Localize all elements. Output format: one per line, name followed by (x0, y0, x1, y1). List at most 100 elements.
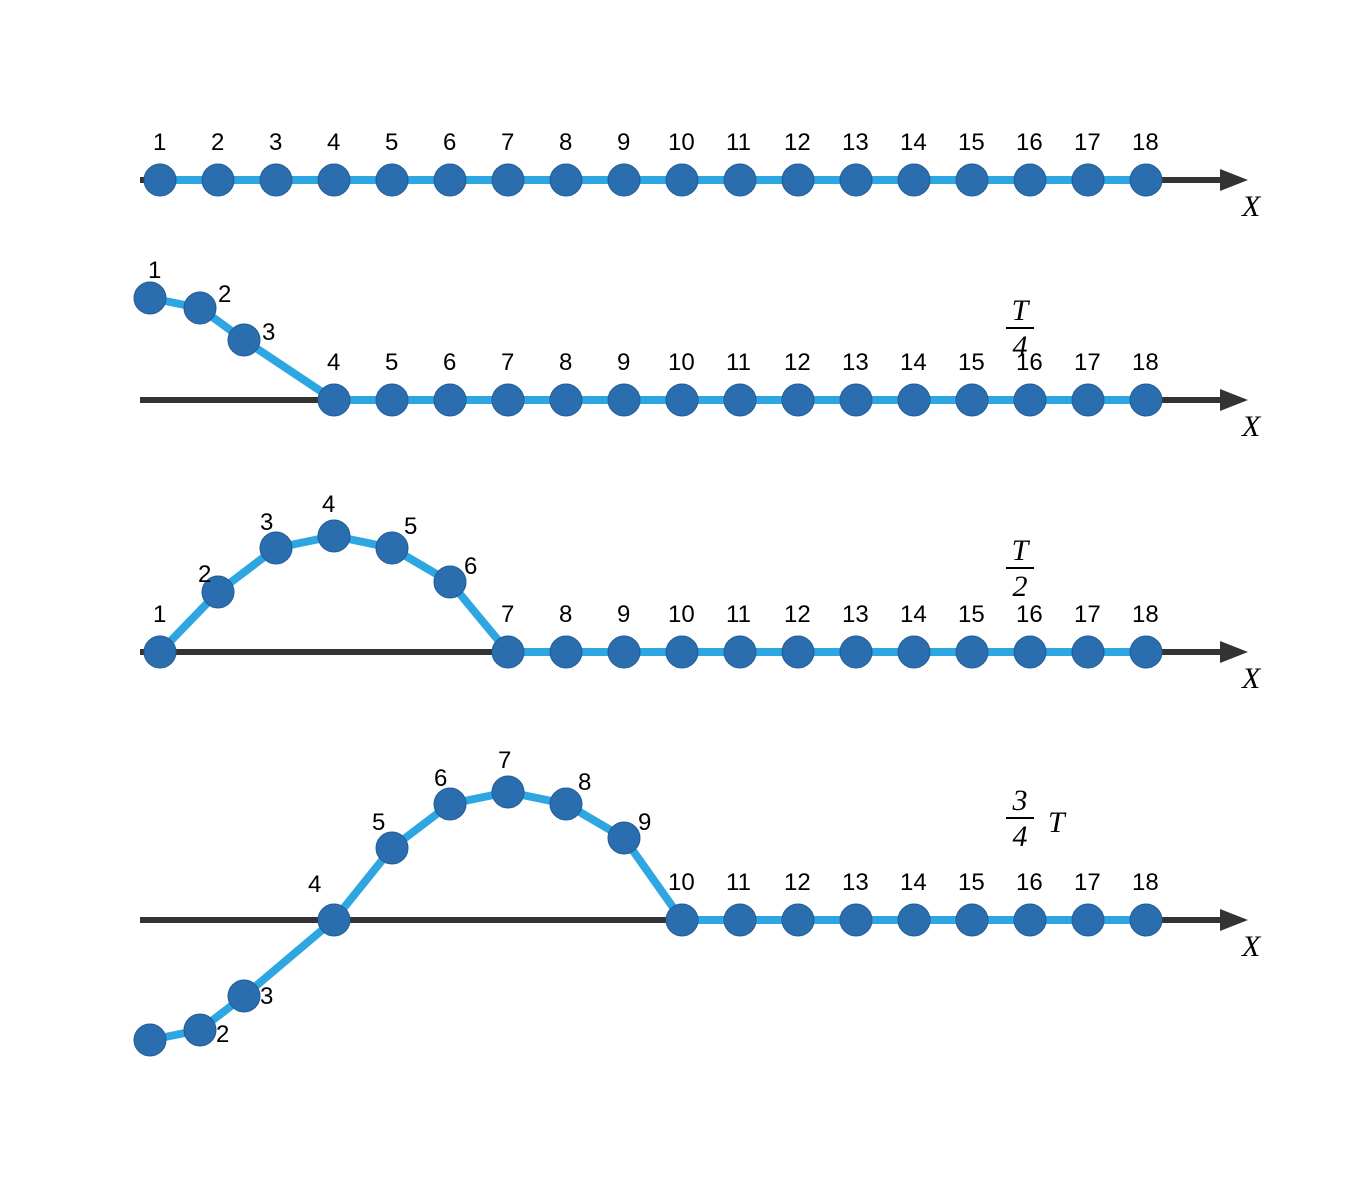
node-label-17: 17 (1074, 869, 1101, 896)
node-label-5: 5 (372, 809, 385, 836)
node-label-4: 4 (327, 349, 340, 376)
node-label-4: 4 (327, 129, 340, 156)
node-15 (956, 164, 988, 196)
node-label-3: 3 (269, 129, 282, 156)
node-9 (608, 384, 640, 416)
node-label-9: 9 (617, 601, 630, 628)
node-16 (1014, 904, 1046, 936)
node-label-17: 17 (1074, 349, 1101, 376)
node-label-13: 13 (842, 349, 869, 376)
node-15 (956, 636, 988, 668)
node-1 (134, 282, 166, 314)
node-label-14: 14 (900, 129, 927, 156)
node-label-9: 9 (638, 809, 651, 836)
node-label-8: 8 (559, 349, 572, 376)
node-16 (1014, 384, 1046, 416)
node-label-14: 14 (900, 349, 927, 376)
node-label-2: 2 (211, 129, 224, 156)
node-17 (1072, 384, 1104, 416)
node-label-12: 12 (784, 129, 811, 156)
axis-arrowhead (1220, 909, 1248, 931)
node-14 (898, 384, 930, 416)
node-3 (260, 164, 292, 196)
node-12 (782, 904, 814, 936)
node-11 (724, 904, 756, 936)
node-13 (840, 904, 872, 936)
axis-label-x: X (1241, 662, 1262, 695)
node-1 (144, 636, 176, 668)
node-label-7: 7 (501, 129, 514, 156)
node-label-11: 11 (726, 129, 751, 156)
node-label-1: 1 (148, 257, 161, 284)
node-label-10: 10 (668, 869, 695, 896)
node-10 (666, 384, 698, 416)
node-label-3: 3 (260, 983, 273, 1010)
node-label-7: 7 (498, 747, 511, 774)
axis-label-x: X (1241, 410, 1262, 443)
node-label-13: 13 (842, 129, 869, 156)
node-3 (228, 324, 260, 356)
node-2 (184, 1014, 216, 1046)
node-label-14: 14 (900, 601, 927, 628)
svg-text:4: 4 (1013, 820, 1028, 853)
node-17 (1072, 904, 1104, 936)
node-2 (202, 164, 234, 196)
node-label-6: 6 (434, 765, 447, 792)
panel-t_quarter: X123456789101112131415161718T4 (134, 257, 1262, 443)
node-14 (898, 904, 930, 936)
node-label-14: 14 (900, 869, 927, 896)
node-16 (1014, 164, 1046, 196)
node-label-10: 10 (668, 601, 695, 628)
node-label-13: 13 (842, 869, 869, 896)
node-label-15: 15 (958, 601, 985, 628)
node-label-10: 10 (668, 349, 695, 376)
node-6 (434, 164, 466, 196)
node-18 (1130, 384, 1162, 416)
time-label: T2 (1006, 534, 1034, 603)
svg-text:T: T (1012, 534, 1031, 567)
node-label-2: 2 (198, 561, 211, 588)
node-label-12: 12 (784, 601, 811, 628)
node-label-17: 17 (1074, 129, 1101, 156)
node-3 (260, 532, 292, 564)
node-label-1: 1 (153, 601, 166, 628)
node-7 (492, 776, 524, 808)
node-12 (782, 636, 814, 668)
node-label-18: 18 (1132, 601, 1159, 628)
node-10 (666, 636, 698, 668)
node-label-15: 15 (958, 349, 985, 376)
node-label-8: 8 (578, 769, 591, 796)
axis-label-x: X (1241, 190, 1262, 223)
node-8 (550, 384, 582, 416)
node-6 (434, 566, 466, 598)
node-11 (724, 164, 756, 196)
node-link (160, 536, 1146, 652)
node-8 (550, 636, 582, 668)
node-10 (666, 164, 698, 196)
node-4 (318, 904, 350, 936)
node-label-15: 15 (958, 869, 985, 896)
node-15 (956, 384, 988, 416)
node-4 (318, 164, 350, 196)
svg-text:T: T (1048, 806, 1067, 839)
node-label-11: 11 (726, 349, 751, 376)
panel-t_half: X123456789101112131415161718T2 (140, 491, 1262, 695)
node-label-4: 4 (322, 491, 335, 518)
node-label-8: 8 (559, 601, 572, 628)
svg-text:4: 4 (1013, 330, 1028, 363)
node-label-9: 9 (617, 129, 630, 156)
node-7 (492, 164, 524, 196)
svg-text:T: T (1012, 294, 1031, 327)
node-label-5: 5 (385, 129, 398, 156)
node-label-11: 11 (726, 601, 751, 628)
node-label-7: 7 (501, 601, 514, 628)
node-label-8: 8 (559, 129, 572, 156)
node-1 (134, 1024, 166, 1056)
node-11 (724, 384, 756, 416)
panel-t0: X123456789101112131415161718 (140, 129, 1262, 223)
node-label-12: 12 (784, 869, 811, 896)
axis-arrowhead (1220, 641, 1248, 663)
node-13 (840, 164, 872, 196)
node-3 (228, 980, 260, 1012)
node-label-18: 18 (1132, 349, 1159, 376)
